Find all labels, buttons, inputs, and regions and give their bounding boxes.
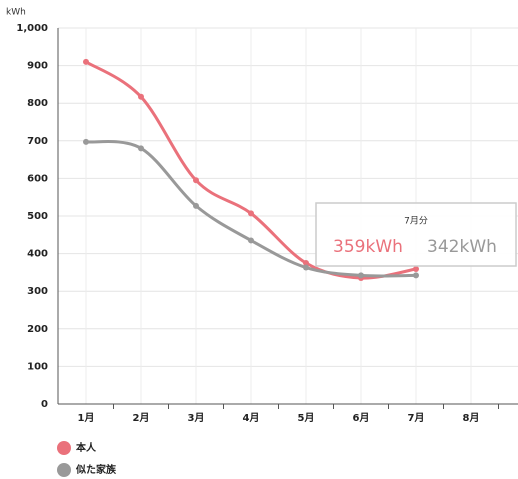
- x-tick-label: 6月: [353, 412, 370, 424]
- y-tick-label: 0: [41, 399, 48, 410]
- tooltip-box: [315, 202, 517, 267]
- tooltip-value: 342kWh: [427, 237, 497, 257]
- x-tick-label: 7月: [408, 412, 425, 424]
- point: [413, 266, 419, 273]
- x-tick-label: 1月: [78, 412, 95, 424]
- tooltip-title: 7月分: [404, 216, 428, 227]
- legend-swatch: [57, 463, 71, 477]
- point: [138, 93, 144, 100]
- y-tick-label: 1,000: [16, 23, 48, 34]
- y-unit: kWh: [6, 8, 26, 18]
- y-tick-label: 600: [27, 173, 48, 184]
- x-tick-label: 8月: [463, 412, 480, 424]
- legend-label: 本人: [76, 441, 97, 454]
- y-tick-label: 500: [27, 211, 48, 222]
- legend-swatch: [57, 441, 71, 455]
- point: [303, 264, 309, 271]
- point: [248, 237, 254, 244]
- y-tick-label: 800: [27, 98, 48, 109]
- point: [193, 202, 199, 209]
- point: [248, 210, 254, 217]
- y-tick-label: 100: [27, 361, 48, 372]
- y-tick-label: 400: [27, 249, 48, 260]
- x-tick-label: 3月: [188, 412, 205, 424]
- tooltip-value: 359kWh: [333, 237, 403, 257]
- legend-label: 似た家族: [75, 463, 117, 476]
- y-tick-label: 300: [27, 286, 48, 297]
- x-tick-label: 4月: [243, 412, 260, 424]
- point: [358, 272, 364, 279]
- x-tick-label: 2月: [133, 412, 150, 424]
- point: [413, 272, 419, 279]
- y-tick-label: 700: [27, 136, 48, 147]
- y-tick-label: 200: [27, 324, 48, 335]
- x-tick-label: 5月: [298, 412, 315, 424]
- point: [138, 145, 144, 152]
- point: [193, 177, 199, 184]
- point: [303, 260, 309, 266]
- point: [83, 138, 89, 145]
- y-tick-label: 900: [27, 61, 48, 72]
- point: [83, 58, 89, 65]
